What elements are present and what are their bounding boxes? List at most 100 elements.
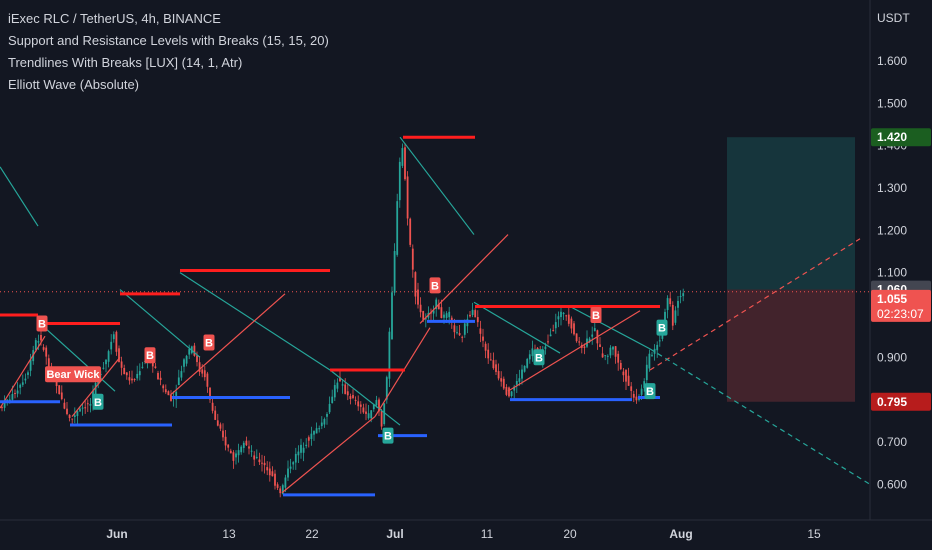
candle-body	[313, 431, 315, 435]
candle-body	[206, 373, 209, 387]
candle-body	[354, 399, 357, 401]
candle-body	[185, 355, 188, 364]
candles-group	[1, 142, 685, 498]
candle-body	[60, 392, 63, 400]
marker-label: B	[146, 350, 154, 362]
candle-body	[630, 386, 633, 391]
y-tick-label: 1.600	[877, 54, 907, 68]
candle-body	[383, 403, 386, 424]
candle-body	[617, 353, 620, 363]
candle-body	[107, 351, 110, 362]
candle-body	[484, 343, 487, 351]
candle-body	[518, 378, 521, 382]
candle-body	[396, 201, 399, 255]
candle-body	[372, 404, 375, 410]
candle-body	[40, 334, 42, 341]
y-tick-label: 0.600	[877, 477, 907, 491]
trendline-down	[179, 272, 331, 371]
candle-body	[94, 382, 97, 398]
candle-body	[339, 377, 341, 382]
candle-body	[110, 341, 113, 350]
indicator-trendlines[interactable]: Trendlines With Breaks [LUX] (14, 1, Atr…	[8, 55, 243, 70]
bull-break-marker	[533, 349, 545, 366]
candle-body	[136, 373, 139, 379]
y-tick-label: 0.700	[877, 435, 907, 449]
candle-body	[214, 410, 217, 420]
candle-body	[159, 377, 162, 381]
candle-body	[502, 378, 505, 389]
candle-body	[627, 375, 630, 386]
trendline-up	[374, 327, 431, 417]
marker-label: Bear Wick	[46, 369, 100, 381]
bear-break-marker	[36, 315, 48, 332]
candle-body	[263, 462, 266, 466]
projection-down	[649, 348, 871, 485]
candle-body	[380, 410, 383, 427]
candle-body	[601, 353, 604, 358]
candle-body	[479, 328, 482, 334]
candle-body	[242, 442, 245, 448]
candle-body	[645, 364, 648, 381]
candle-body	[27, 372, 29, 375]
candle-body	[578, 341, 581, 343]
marker-label: B	[38, 318, 46, 330]
candle-body	[66, 408, 68, 415]
candle-body	[344, 384, 347, 395]
candle-body	[154, 366, 157, 369]
candle-body	[570, 318, 573, 329]
bear-break-marker	[590, 306, 602, 323]
candle-body	[567, 314, 570, 324]
candle-body	[474, 310, 477, 318]
candle-body	[307, 437, 310, 441]
candle-body	[352, 395, 354, 399]
candle-body	[619, 362, 622, 370]
stop-price-tag	[871, 392, 931, 411]
trendline-up	[281, 416, 376, 494]
x-tick-label: Jul	[386, 527, 403, 541]
candle-body	[513, 386, 516, 391]
candle-body	[521, 369, 523, 379]
candle-body	[300, 444, 302, 453]
candle-body	[255, 456, 258, 458]
candle-body	[393, 251, 396, 293]
candle-body	[510, 391, 513, 396]
candle-body	[128, 377, 131, 381]
candle-body	[370, 410, 373, 419]
candle-body	[157, 372, 159, 380]
candle-body	[385, 377, 388, 400]
candle-body	[193, 345, 196, 356]
candle-body	[375, 400, 378, 406]
candle-body	[476, 317, 479, 323]
countdown-text: 02:23:07	[877, 307, 924, 321]
marker-label: B	[592, 310, 600, 322]
candle-body	[21, 382, 24, 385]
candle-body	[682, 293, 685, 297]
candle-body	[284, 477, 287, 488]
candle-body	[14, 392, 16, 394]
candle-body	[320, 422, 323, 427]
candle-body	[180, 371, 183, 378]
indicator-elliott-wave[interactable]: Elliott Wave (Absolute)	[8, 77, 140, 92]
candle-body	[287, 468, 289, 478]
candle-body	[440, 307, 443, 319]
candle-body	[515, 381, 518, 385]
candle-body	[664, 311, 666, 325]
symbol-title[interactable]: iExec RLC / TetherUS, 4h, BINANCE	[8, 11, 221, 26]
candle-body	[341, 384, 344, 386]
bull-break-marker	[644, 383, 656, 400]
candle-body	[105, 359, 107, 365]
candle-body	[614, 346, 617, 357]
candle-body	[211, 402, 214, 411]
candle-body	[528, 354, 531, 360]
candle-body	[573, 323, 575, 335]
candle-body	[391, 292, 393, 340]
candle-body	[268, 468, 271, 476]
candle-body	[489, 359, 492, 361]
candle-body	[138, 371, 141, 376]
candle-body	[406, 176, 409, 219]
indicator-sr-levels[interactable]: Support and Resistance Levels with Break…	[8, 33, 329, 48]
candle-body	[1, 407, 3, 409]
candle-body	[125, 372, 128, 376]
candle-body	[547, 341, 549, 343]
